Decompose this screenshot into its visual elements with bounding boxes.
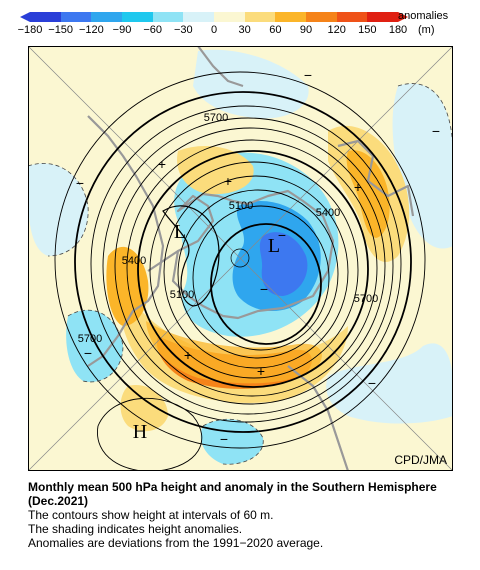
contour-5700: [74, 91, 412, 433]
anomaly-patch-southeast: [326, 343, 453, 424]
contour-5580: [102, 117, 394, 415]
colorbar-unit: (m): [418, 24, 435, 36]
negative-anomaly-mark: −: [220, 431, 228, 447]
contour-5520: [114, 127, 386, 405]
map-caption: Monthly mean 500 hPa height and anomaly …: [28, 480, 468, 550]
positive-anomaly-mark: +: [224, 173, 232, 189]
colorbar-tick-label: −150: [48, 24, 74, 36]
caption-line: Anomalies are deviations from the 1991−2…: [28, 536, 324, 550]
colorbar-tick-label: 90: [299, 24, 313, 36]
contour-label: 5100: [170, 289, 194, 301]
colorbar-segment: [214, 12, 245, 22]
hemisphere-map: 5700 5400 5100 5400 5100 5400 5700 5700 …: [28, 46, 453, 471]
colorbar-tick-label: 120: [327, 24, 346, 36]
contour-west-low: [162, 205, 220, 307]
map-frame: [28, 46, 453, 471]
contour-label: 5100: [229, 200, 253, 212]
anomaly-colorbar: −180 −150 −120 −90 −60 −30 0 30 60 90 120 150 180: [18, 10, 408, 40]
antarctic-peninsula: [147, 250, 179, 272]
colorbar-scale: [30, 12, 399, 22]
colorbar-tick-label: −90: [112, 24, 132, 36]
anomaly-patch-deep-low: [259, 232, 308, 296]
antarctica-coast: [171, 189, 335, 320]
low-center-main: L: [268, 235, 280, 257]
colorbar-segment: [183, 12, 215, 22]
northeast-coast: [197, 46, 244, 88]
contour-5220: [177, 189, 339, 359]
caption-line: The contours show height at intervals of…: [28, 508, 274, 522]
colorbar-segment: [30, 12, 61, 22]
colorbar-tick-label: 180: [388, 24, 408, 36]
colorbar-segment: [60, 12, 92, 22]
negative-anomaly-mark: −: [84, 345, 92, 361]
diagonal-ne-sw: [28, 46, 453, 471]
contour-label: 5700: [354, 293, 378, 305]
positive-anomaly-mark: +: [257, 363, 265, 379]
colorbar-tick-label: −60: [143, 24, 162, 36]
negative-anomaly-mark: −: [304, 67, 312, 83]
colorbar-tick-label: 150: [358, 24, 377, 36]
colorbar-segment: [122, 12, 153, 22]
caption-title: Monthly mean 500 hPa height and anomaly …: [28, 480, 437, 508]
negative-anomaly-mark: −: [278, 227, 286, 243]
contour-label: 5400: [122, 255, 146, 267]
anomaly-patch-northeast: [193, 49, 309, 119]
coastlines: [87, 46, 415, 471]
positive-anomaly-mark: +: [354, 179, 362, 195]
colorbar-max-arrow: [398, 12, 408, 22]
positive-anomaly-mark: +: [158, 156, 166, 172]
dashed-outline-west: [28, 163, 89, 257]
contour-5280: [163, 175, 349, 369]
contour-high-closed: [97, 398, 203, 471]
colorbar-segment: [275, 12, 307, 22]
credit-label: CPD/JMA: [394, 453, 447, 467]
contour-5640: [90, 105, 402, 423]
height-contours: [54, 71, 426, 471]
negative-anomaly-mark: −: [76, 175, 84, 191]
contour-5160: [192, 205, 330, 351]
map-diagonals: [28, 46, 453, 471]
contour-5400: [137, 150, 369, 388]
high-center: H: [133, 421, 147, 443]
negative-anomaly-mark: −: [432, 123, 440, 139]
colorbar-tick-label: 60: [269, 24, 282, 36]
contour-label: 5700: [204, 112, 228, 124]
anomaly-patch-west: [28, 163, 89, 256]
negative-anomaly-mark: −: [260, 281, 268, 297]
south-pole-marker: [230, 248, 250, 268]
anomaly-patch-southwest-high: [120, 385, 168, 432]
contour-5460: [126, 139, 378, 397]
colorbar-segment: [367, 12, 399, 22]
colorbar-tick-label: −120: [78, 24, 104, 36]
colorbar-segment: [152, 12, 184, 22]
anomaly-dashed-outlines: [28, 83, 453, 465]
low-center-west: L: [174, 221, 186, 243]
negative-anomaly-mark: −: [368, 375, 376, 391]
colorbar-tick-label: −30: [173, 24, 193, 36]
caption-line: The shading indicates height anomalies.: [28, 522, 243, 536]
australia-coast: [337, 139, 415, 217]
colorbar-title: anomalies: [398, 10, 449, 22]
colorbar-tick-label: 30: [238, 24, 251, 36]
colorbar-tick-label: −180: [17, 24, 43, 36]
map-svg: 5700 5400 5100 5400 5100 5400 5700 5700 …: [28, 46, 453, 471]
contour-label: 5400: [316, 207, 340, 219]
anomaly-patch-northeast-core: [346, 150, 390, 238]
positive-anomaly-mark: +: [184, 347, 192, 363]
contour-5100: [210, 223, 322, 345]
colorbar-segment: [306, 12, 337, 22]
colorbar-segment: [336, 12, 368, 22]
contour-5340: [149, 161, 359, 379]
dashed-outline-east: [397, 83, 453, 157]
contour-5760: [54, 71, 426, 449]
south-america-coast: [87, 115, 165, 367]
colorbar-segment: [91, 12, 123, 22]
contour-label: 5700: [78, 333, 102, 345]
colorbar-segment: [244, 12, 276, 22]
colorbar-tick-label: 0: [210, 24, 218, 36]
africa-coast: [287, 365, 350, 471]
colorbar-min-arrow: [20, 12, 30, 22]
dashed-outline-southwest: [67, 309, 124, 383]
